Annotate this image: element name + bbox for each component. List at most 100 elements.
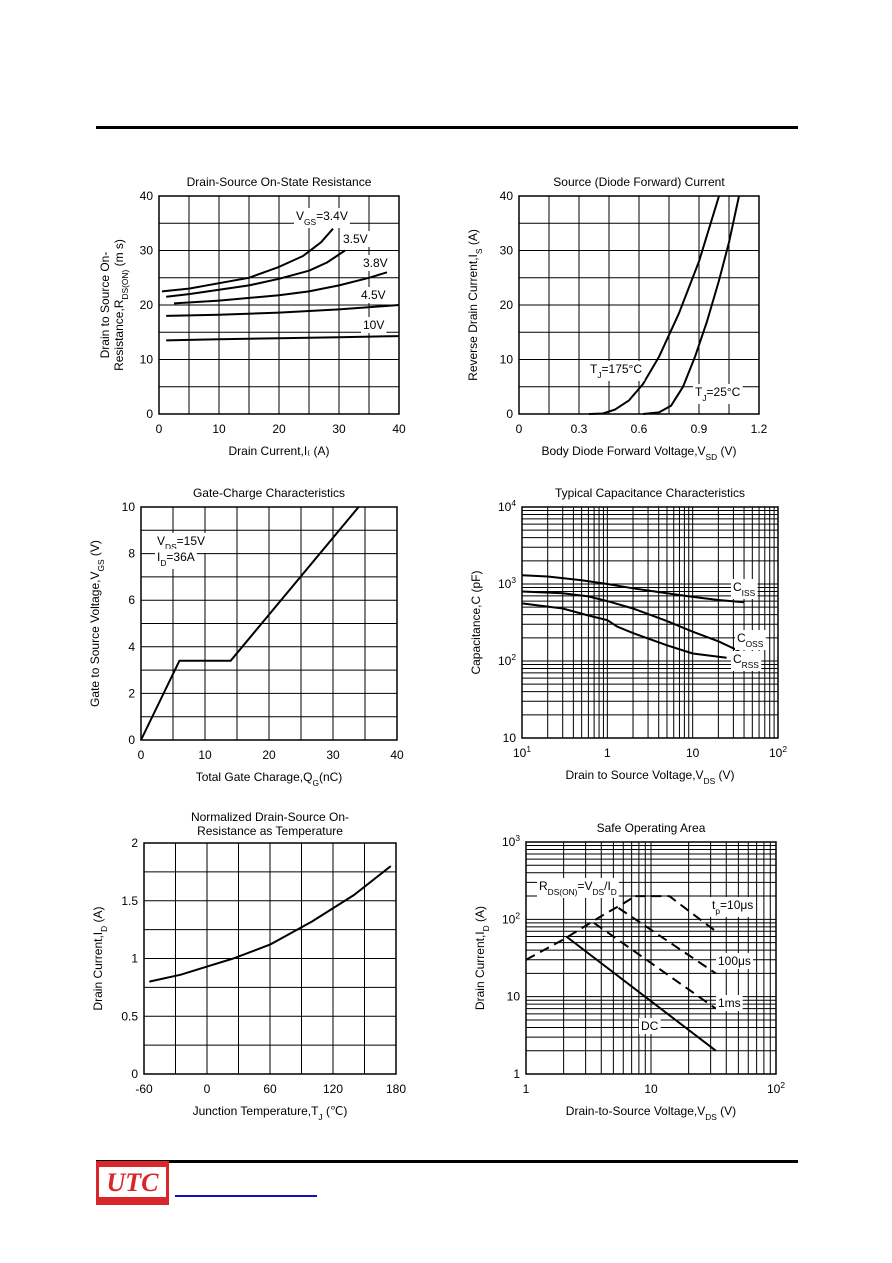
chart-0-series-label: 10V: [363, 318, 384, 332]
chart-5-ylabel: Drain Current,ID (A): [473, 906, 491, 1010]
chart-2-series-line: [140, 506, 360, 741]
chart-4-xtick: -60: [135, 1082, 153, 1096]
chart-0-label-bg: [294, 208, 350, 228]
chart-0-series-line: [166, 249, 346, 298]
chart-5-label-bg: [710, 897, 756, 917]
chart-4-xtick: 0: [204, 1082, 211, 1096]
chart-5-annotation: RDS(ON)=VDS/ID: [539, 879, 617, 897]
chart-5-label-bg: [639, 1018, 661, 1034]
chart-5-xtick: 10: [644, 1082, 658, 1096]
chart-0-series-line: [161, 228, 334, 293]
footer-rule: [96, 1160, 798, 1163]
utc-logo-text: UTC: [106, 1168, 159, 1197]
chart-4-ytick: 0: [131, 1067, 138, 1081]
chart-5-ytick: 1: [513, 1067, 520, 1081]
chart-3-grid: [521, 507, 778, 739]
chart-3-frame: [521, 506, 779, 739]
chart-3-xtick: 1: [604, 746, 611, 760]
chart-0-series-line: [166, 304, 400, 317]
chart-4-xlabel: Junction Temperature,TJ (℃): [193, 1104, 348, 1122]
chart-5-ytick: 103: [502, 833, 520, 849]
chart-1-ytick: 10: [500, 353, 514, 367]
chart-3-ytick: 10: [503, 731, 517, 745]
chart-5-series-label: 1ms: [718, 996, 741, 1010]
chart-0-series-label: 3.8V: [363, 256, 388, 270]
utc-logo: UTC: [96, 1161, 169, 1205]
chart-0-label-bg: [341, 231, 370, 247]
chart-0-ytick: 20: [140, 298, 154, 312]
chart-2-ytick: 2: [128, 686, 135, 700]
footer-link-underline[interactable]: [175, 1195, 317, 1197]
chart-3-label-bg: [735, 630, 766, 650]
chart-0-xlabel: Drain Current,I₍ (A): [229, 444, 330, 458]
chart-0-ytick: 0: [146, 407, 153, 421]
chart-1-title: Source (Diode Forward) Current: [553, 175, 725, 189]
chart-5-series-label: 100μs: [718, 954, 751, 968]
chart-3-label-bg: [731, 579, 758, 599]
chart-0-series-label: VGS=3.4V: [296, 209, 348, 227]
chart-3-xtick: 10: [686, 746, 700, 760]
chart-3-ytick: 102: [498, 652, 516, 668]
chart-4-xtick: 180: [386, 1082, 406, 1096]
header-rule: [96, 126, 798, 129]
chart-1-ytick: 0: [506, 407, 513, 421]
chart-0-xtick: 40: [392, 422, 406, 436]
chart-2-ylabel: Gate to Source Voltage,VGS (V): [88, 540, 106, 707]
chart-5-label-bg: [537, 878, 619, 898]
chart-0-ytick: 10: [140, 353, 154, 367]
chart-2-ytick: 6: [128, 593, 135, 607]
chart-1-ytick: 20: [500, 298, 514, 312]
chart-1-series-label: TJ=175°C: [590, 362, 642, 380]
chart-2-title: Gate-Charge Characteristics: [193, 486, 345, 500]
chart-5-ytick: 102: [502, 910, 520, 926]
chart-0-ylabel-line: Drain to Source On-: [98, 252, 112, 359]
chart-1-xtick: 0.3: [571, 422, 588, 436]
chart-0-series-line: [166, 335, 400, 342]
chart-3-label-bg: [731, 651, 762, 671]
chart-3-ytick: 103: [498, 575, 516, 591]
chart-0-ytick: 30: [140, 244, 154, 258]
chart-3-series-label: COSS: [737, 631, 764, 649]
chart-5-series-line: [565, 935, 717, 1052]
chart-1-series-line: [588, 195, 720, 415]
chart-3-xlabel: Drain to Source Voltage,VDS (V): [565, 768, 734, 786]
chart-0-grid: [158, 195, 400, 415]
chart-5-label-bg: [716, 953, 753, 969]
chart-4-series-line: [149, 865, 392, 983]
chart-4-ylabel: Drain Current,ID (A): [91, 906, 109, 1010]
chart-2-ytick: 8: [128, 547, 135, 561]
chart-2-xtick: 10: [198, 748, 212, 762]
chart-3-series-line: [521, 590, 740, 652]
chart-2-ytick: 0: [128, 733, 135, 747]
chart-3-ytick: 104: [498, 498, 516, 514]
chart-2-ytick: 4: [128, 640, 135, 654]
chart-2-xtick: 40: [390, 748, 404, 762]
chart-3-title: Typical Capacitance Characteristics: [555, 486, 745, 500]
chart-2-label-bg: [155, 549, 197, 569]
chart-2-annotation: ID=36A: [157, 550, 195, 568]
chart-1-xlabel: Body Diode Forward Voltage,VSD (V): [541, 444, 736, 462]
chart-0-label-bg: [361, 255, 390, 271]
chart-2-annotation: VDS=15V: [157, 534, 205, 552]
chart-4-ytick: 0.5: [121, 1009, 138, 1023]
chart-5-frame: [525, 841, 777, 1075]
chart-0-ytick: 40: [140, 189, 154, 203]
chart-0-ylabel-line: Resistance,RDS(ON) (m s): [112, 239, 130, 371]
chart-1-xtick: 0: [516, 422, 523, 436]
chart-0-label-bg: [359, 287, 388, 303]
chart-4-ytick: 1: [131, 952, 138, 966]
chart-5-series-line: [617, 907, 717, 975]
chart-2-label-bg: [155, 533, 208, 553]
chart-3-ylabel: Capacitance,C (pF): [469, 570, 483, 674]
chart-5-series-label: DC: [641, 1019, 659, 1033]
chart-2-xtick: 30: [326, 748, 340, 762]
chart-1-xtick: 0.9: [691, 422, 708, 436]
chart-1-frame: [518, 195, 760, 415]
chart-3-series-line: [521, 602, 727, 659]
chart-5-title: Safe Operating Area: [597, 821, 706, 835]
chart-0-series-line: [173, 271, 388, 305]
chart-5-xtick: 1: [523, 1082, 530, 1096]
chart-4-ytick: 2: [131, 836, 138, 850]
chart-5-series-line: [525, 895, 636, 961]
